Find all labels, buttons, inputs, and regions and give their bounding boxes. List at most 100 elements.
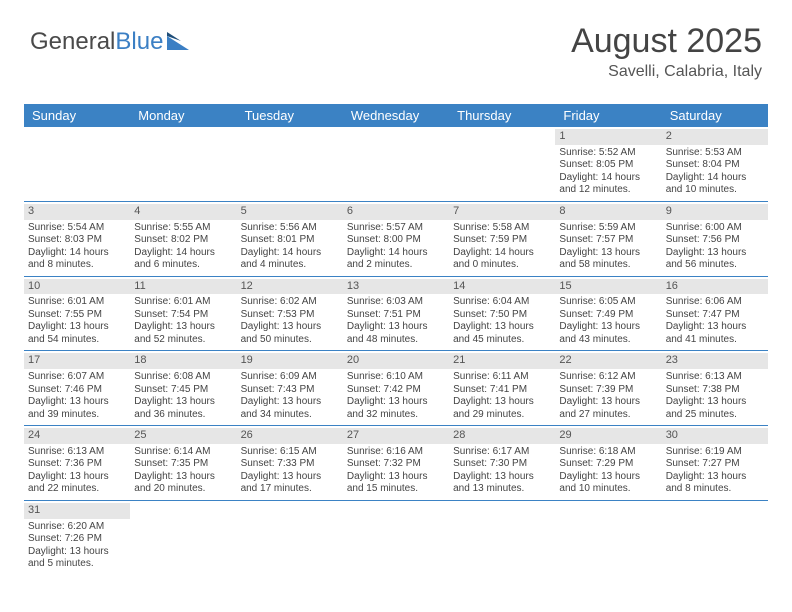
day-number: 9: [662, 204, 768, 220]
day-number: 4: [130, 204, 236, 220]
day-info-line: Sunset: 7:26 PM: [28, 533, 126, 546]
day-number: 19: [237, 353, 343, 369]
day-info-line: Sunrise: 6:02 AM: [241, 296, 339, 309]
day-info-line: Daylight: 13 hours: [453, 471, 551, 484]
day-info-line: Sunset: 7:42 PM: [347, 384, 445, 397]
day-info-line: Daylight: 14 hours: [347, 247, 445, 260]
day-info-line: Sunset: 7:55 PM: [28, 309, 126, 322]
day-info-line: Sunset: 7:43 PM: [241, 384, 339, 397]
day-cell: 6Sunrise: 5:57 AMSunset: 8:00 PMDaylight…: [343, 202, 449, 276]
day-number: 27: [343, 428, 449, 444]
day-cell: 24Sunrise: 6:13 AMSunset: 7:36 PMDayligh…: [24, 426, 130, 500]
day-cell: 21Sunrise: 6:11 AMSunset: 7:41 PMDayligh…: [449, 351, 555, 425]
day-info-line: Sunset: 7:49 PM: [559, 309, 657, 322]
day-info-line: Daylight: 13 hours: [347, 321, 445, 334]
day-info-line: and 50 minutes.: [241, 334, 339, 347]
day-cell: 4Sunrise: 5:55 AMSunset: 8:02 PMDaylight…: [130, 202, 236, 276]
day-info-line: and 4 minutes.: [241, 259, 339, 272]
day-info-line: Sunrise: 5:55 AM: [134, 222, 232, 235]
day-info-line: Sunrise: 6:07 AM: [28, 371, 126, 384]
month-title: August 2025: [571, 22, 762, 61]
day-number: 21: [449, 353, 555, 369]
day-info-line: Daylight: 13 hours: [559, 247, 657, 260]
week-row: 3Sunrise: 5:54 AMSunset: 8:03 PMDaylight…: [24, 202, 768, 277]
day-info-line: Daylight: 14 hours: [241, 247, 339, 260]
day-info-line: and 22 minutes.: [28, 483, 126, 496]
weekday-header: Monday: [130, 104, 236, 127]
day-number: 30: [662, 428, 768, 444]
day-info-line: Sunrise: 6:00 AM: [666, 222, 764, 235]
day-info-line: and 6 minutes.: [134, 259, 232, 272]
day-info-line: and 15 minutes.: [347, 483, 445, 496]
day-info-line: Sunset: 7:30 PM: [453, 458, 551, 471]
day-info-line: Sunset: 7:46 PM: [28, 384, 126, 397]
day-cell: 9Sunrise: 6:00 AMSunset: 7:56 PMDaylight…: [662, 202, 768, 276]
day-info-line: and 52 minutes.: [134, 334, 232, 347]
day-number: 16: [662, 279, 768, 295]
day-info-line: Sunset: 8:00 PM: [347, 234, 445, 247]
weekday-header: Sunday: [24, 104, 130, 127]
day-info-line: Sunset: 7:51 PM: [347, 309, 445, 322]
day-cell: 2Sunrise: 5:53 AMSunset: 8:04 PMDaylight…: [662, 127, 768, 201]
week-row: 1Sunrise: 5:52 AMSunset: 8:05 PMDaylight…: [24, 127, 768, 202]
day-info-line: Sunrise: 6:14 AM: [134, 446, 232, 459]
day-info-line: and 27 minutes.: [559, 409, 657, 422]
day-info-line: Sunset: 7:32 PM: [347, 458, 445, 471]
title-block: August 2025 Savelli, Calabria, Italy: [571, 22, 762, 81]
day-info-line: and 43 minutes.: [559, 334, 657, 347]
day-info-line: Daylight: 13 hours: [28, 471, 126, 484]
weekday-header: Friday: [555, 104, 661, 127]
day-info-line: Daylight: 13 hours: [666, 396, 764, 409]
day-cell: 8Sunrise: 5:59 AMSunset: 7:57 PMDaylight…: [555, 202, 661, 276]
day-info-line: and 2 minutes.: [347, 259, 445, 272]
day-info-line: Sunset: 7:59 PM: [453, 234, 551, 247]
day-info-line: Daylight: 13 hours: [134, 396, 232, 409]
day-info-line: and 20 minutes.: [134, 483, 232, 496]
day-info-line: and 56 minutes.: [666, 259, 764, 272]
day-cell: 13Sunrise: 6:03 AMSunset: 7:51 PMDayligh…: [343, 277, 449, 351]
logo-text-1: General: [30, 28, 115, 56]
day-info-line: Sunrise: 6:11 AM: [453, 371, 551, 384]
day-cell: [237, 501, 343, 575]
day-cell: 12Sunrise: 6:02 AMSunset: 7:53 PMDayligh…: [237, 277, 343, 351]
day-info-line: Sunrise: 6:17 AM: [453, 446, 551, 459]
day-cell: 26Sunrise: 6:15 AMSunset: 7:33 PMDayligh…: [237, 426, 343, 500]
day-info-line: Sunset: 7:50 PM: [453, 309, 551, 322]
day-info-line: and 34 minutes.: [241, 409, 339, 422]
day-info-line: and 54 minutes.: [28, 334, 126, 347]
weekday-header: Thursday: [449, 104, 555, 127]
day-cell: 7Sunrise: 5:58 AMSunset: 7:59 PMDaylight…: [449, 202, 555, 276]
day-info-line: Daylight: 13 hours: [347, 396, 445, 409]
day-info-line: and 8 minutes.: [666, 483, 764, 496]
day-info-line: Sunset: 8:01 PM: [241, 234, 339, 247]
day-info-line: Daylight: 14 hours: [666, 172, 764, 185]
day-info-line: Sunrise: 5:56 AM: [241, 222, 339, 235]
day-number: 24: [24, 428, 130, 444]
day-cell: 19Sunrise: 6:09 AMSunset: 7:43 PMDayligh…: [237, 351, 343, 425]
day-info-line: Sunset: 7:53 PM: [241, 309, 339, 322]
day-info-line: and 36 minutes.: [134, 409, 232, 422]
day-info-line: Daylight: 13 hours: [559, 396, 657, 409]
day-info-line: and 5 minutes.: [28, 558, 126, 571]
day-cell: [449, 127, 555, 201]
logo: GeneralBlue: [30, 28, 193, 56]
day-info-line: Sunrise: 6:10 AM: [347, 371, 445, 384]
day-info-line: and 8 minutes.: [28, 259, 126, 272]
day-info-line: Sunrise: 6:13 AM: [28, 446, 126, 459]
day-number: 2: [662, 129, 768, 145]
day-info-line: Daylight: 13 hours: [559, 321, 657, 334]
day-info-line: and 29 minutes.: [453, 409, 551, 422]
weeks-container: 1Sunrise: 5:52 AMSunset: 8:05 PMDaylight…: [24, 127, 768, 575]
day-number: 5: [237, 204, 343, 220]
day-info-line: Sunset: 8:02 PM: [134, 234, 232, 247]
day-number: 25: [130, 428, 236, 444]
week-row: 17Sunrise: 6:07 AMSunset: 7:46 PMDayligh…: [24, 351, 768, 426]
day-cell: 5 Sunrise: 5:56 AMSunset: 8:01 PMDaylight…: [237, 202, 343, 276]
day-info-line: Sunrise: 6:15 AM: [241, 446, 339, 459]
day-cell: 23Sunrise: 6:13 AMSunset: 7:38 PMDayligh…: [662, 351, 768, 425]
day-info-line: Daylight: 13 hours: [241, 471, 339, 484]
day-cell: 29Sunrise: 6:18 AMSunset: 7:29 PMDayligh…: [555, 426, 661, 500]
day-cell: 17Sunrise: 6:07 AMSunset: 7:46 PMDayligh…: [24, 351, 130, 425]
day-info-line: Sunset: 7:56 PM: [666, 234, 764, 247]
day-info-line: Sunrise: 6:09 AM: [241, 371, 339, 384]
